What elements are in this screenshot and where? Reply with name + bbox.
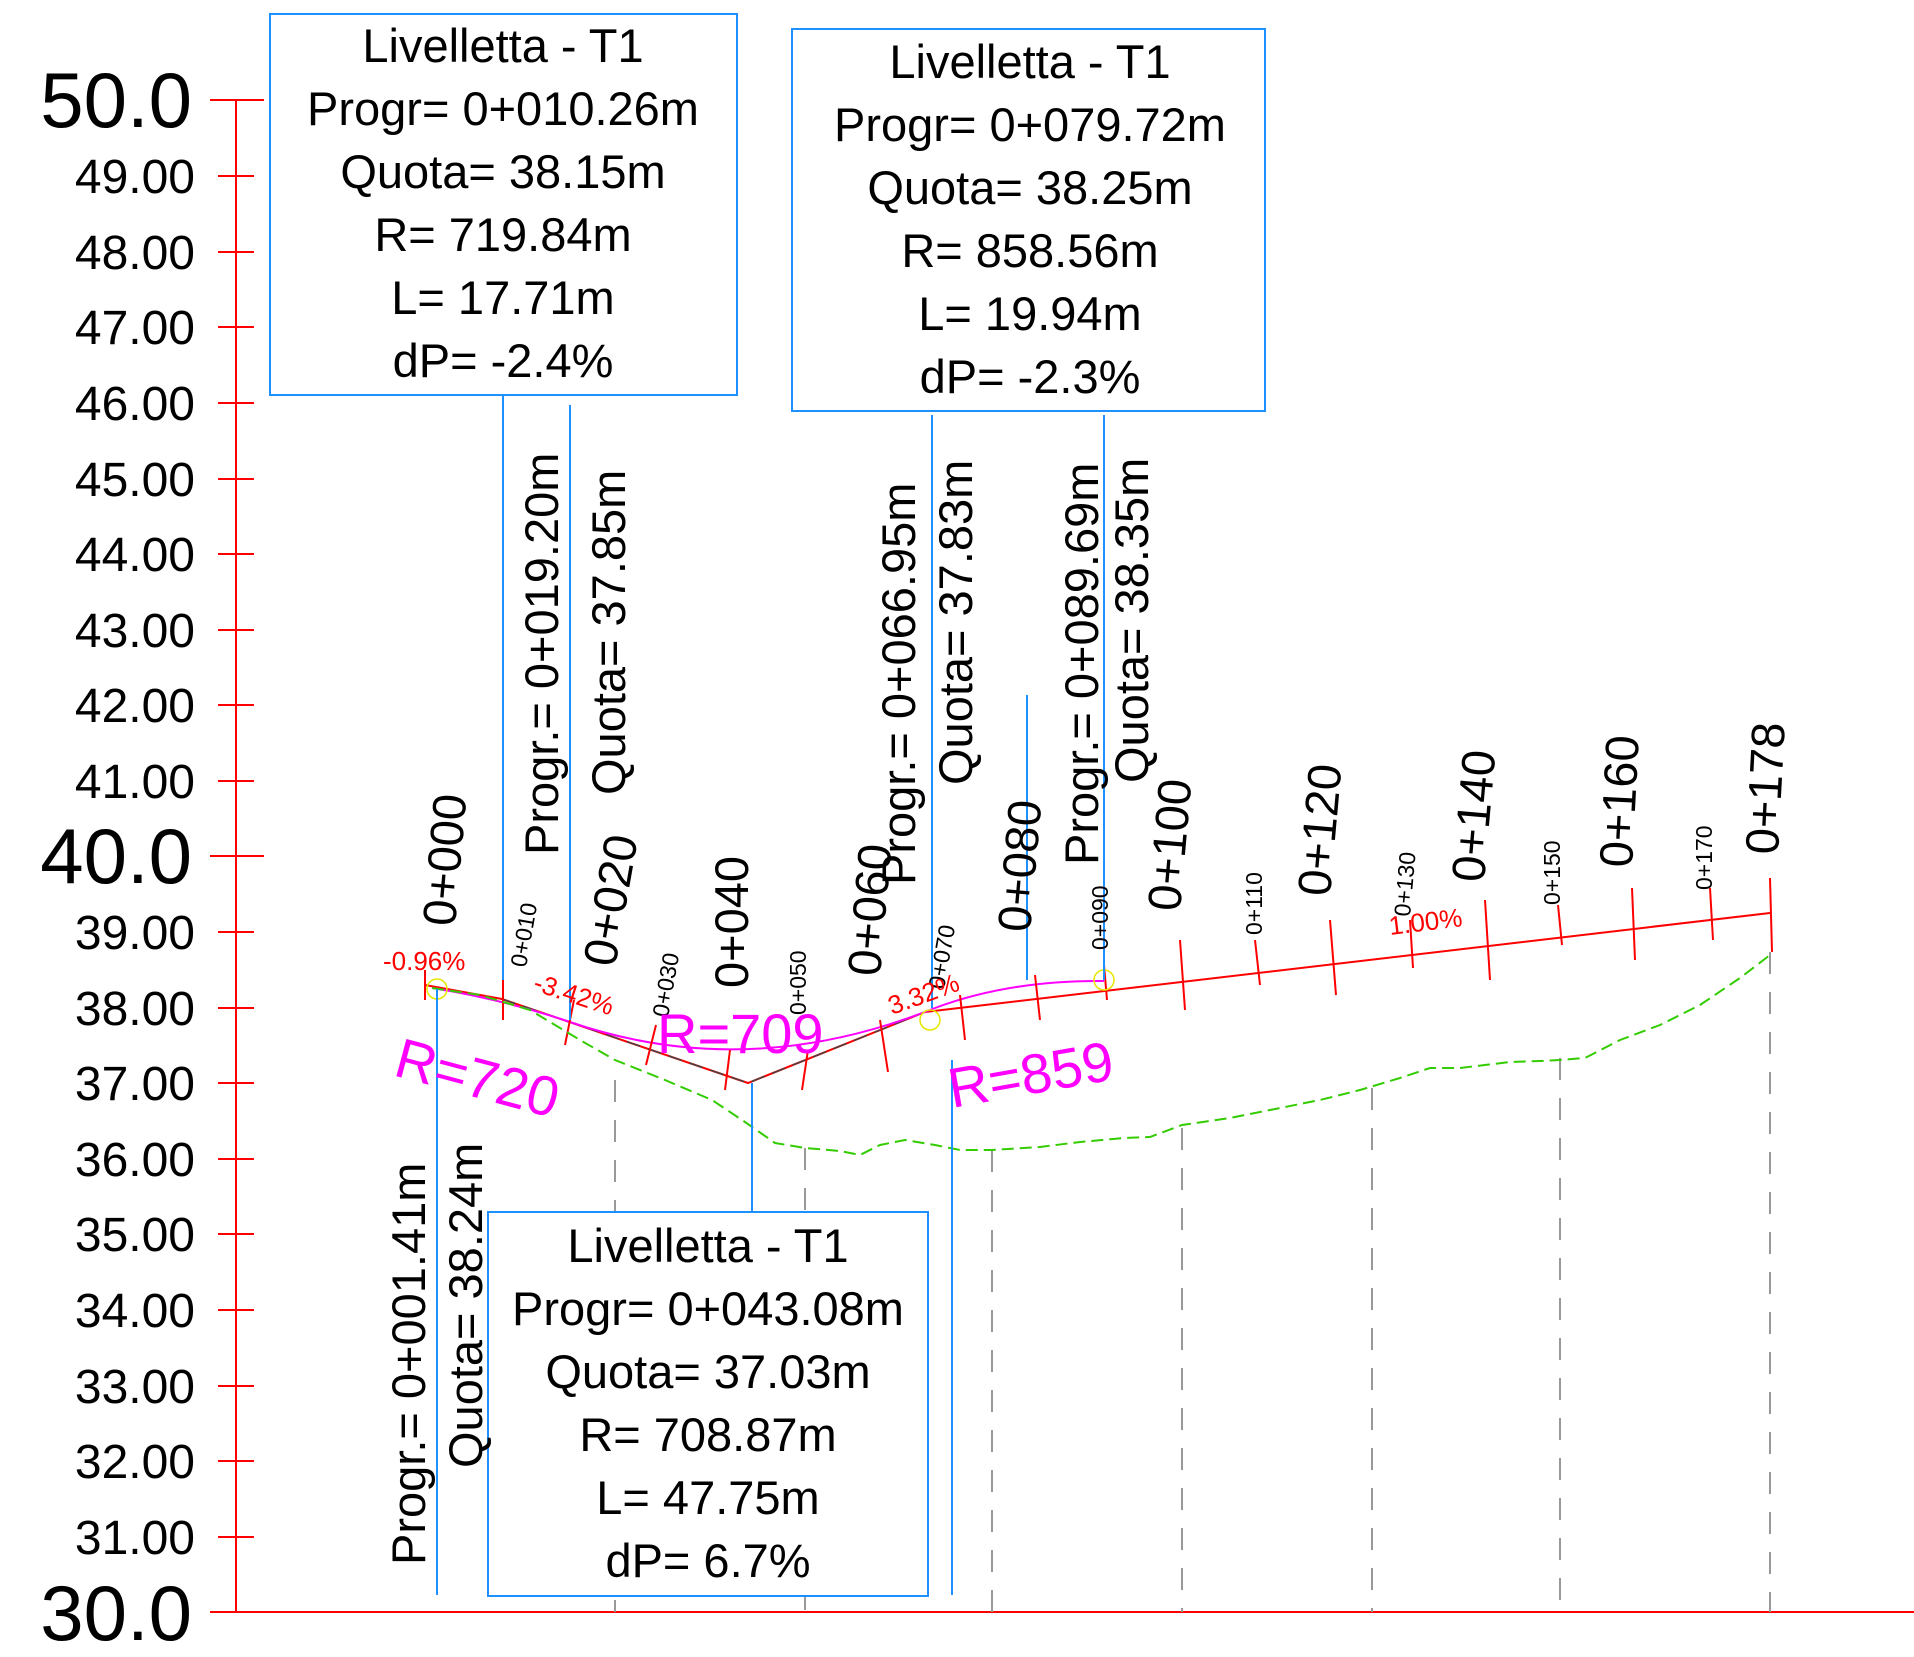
elevation-label: 50.0 <box>40 56 192 144</box>
elevation-label: 31.00 <box>75 1512 195 1565</box>
chainage-label: 0+040 <box>705 856 758 988</box>
chainage-label: 0+010 <box>505 901 542 969</box>
tangent-progr-label: Progr.= 0+066.95m <box>872 483 925 885</box>
chainage-label: 0+020 <box>573 831 648 970</box>
vertical-curve-box: Livelletta - T1 Progr= 0+079.72m Quota= … <box>791 28 1266 412</box>
station-tick <box>1409 919 1414 969</box>
radius-label: R=709 <box>657 1002 824 1065</box>
elevation-label: 30.0 <box>40 1569 192 1652</box>
curve-length: L= 17.71m <box>391 271 614 324</box>
chainage-label: 0+130 <box>1389 851 1421 918</box>
elevation-label: 38.00 <box>75 983 195 1036</box>
elevation-label: 35.00 <box>75 1209 195 1262</box>
curve-length: L= 47.75m <box>596 1471 819 1524</box>
tangent-progr-label: Progr.= 0+089.69m <box>1055 463 1108 865</box>
elevation-label: 44.00 <box>75 529 195 582</box>
curve-title: Livelletta - T1 <box>362 19 643 72</box>
elevation-label: 37.00 <box>75 1058 195 1111</box>
chainage-label: 0+178 <box>1735 721 1795 856</box>
curve-radius: R= 719.84m <box>374 208 631 261</box>
grade-label: -0.96% <box>383 946 465 976</box>
curve-title: Livelletta - T1 <box>567 1219 848 1272</box>
station-tick <box>645 1024 657 1066</box>
curve-dp: dP= -2.3% <box>920 350 1141 403</box>
station-tick <box>959 994 966 1041</box>
station-tick <box>1769 877 1773 953</box>
curve-quota: Quota= 37.03m <box>545 1345 870 1398</box>
station-tick <box>724 1049 731 1091</box>
elevation-label: 48.00 <box>75 227 195 280</box>
station-tick <box>1179 939 1186 1011</box>
station-tick <box>1709 887 1714 941</box>
curve-dp: dP= -2.4% <box>393 334 614 387</box>
elevation-label: 39.00 <box>75 907 195 960</box>
chainage-label: 0+090 <box>1087 885 1113 950</box>
tangent-quota-label: Quota= 37.83m <box>929 460 982 785</box>
curve-title: Livelletta - T1 <box>889 35 1170 88</box>
station-tick <box>879 1019 889 1073</box>
elevation-label: 33.00 <box>75 1361 195 1414</box>
station-tick <box>1329 919 1337 996</box>
station-tick <box>1254 939 1261 986</box>
elevation-label: 32.00 <box>75 1436 195 1489</box>
radius-label: R=859 <box>943 1029 1118 1120</box>
chainage-label: 0+160 <box>1589 734 1649 869</box>
curve-progr: Progr= 0+079.72m <box>834 98 1226 151</box>
elevation-ticks: 50.0 49.00 48.00 47.00 46.00 45.00 44.00… <box>40 56 264 1657</box>
elevation-label: 40.0 <box>40 812 192 900</box>
station-tick <box>564 999 575 1046</box>
curve-box-frame <box>487 1211 929 1597</box>
curve-box-frame <box>791 28 1266 412</box>
curve-dp: dP= 6.7% <box>605 1534 810 1587</box>
vertical-curve-box: Livelletta - T1 Progr= 0+010.26m Quota= … <box>269 13 738 396</box>
station-tick <box>1557 904 1563 946</box>
vertical-curve-box: Livelletta - T1 Progr= 0+043.08m Quota= … <box>487 1211 929 1597</box>
leader-lines <box>436 395 1105 1595</box>
chainage-label: 0+100 <box>1137 777 1201 913</box>
chainage-label: 0+120 <box>1287 762 1351 898</box>
elevation-label: 36.00 <box>75 1134 195 1187</box>
station-tick <box>1631 887 1636 961</box>
elevation-label: 47.00 <box>75 302 195 355</box>
chainage-label: 0+050 <box>785 950 811 1015</box>
tangent-quota-label: Quota= 37.85m <box>582 470 635 795</box>
curve-quota: Quota= 38.25m <box>867 161 1192 214</box>
curve-progr: Progr= 0+010.26m <box>307 82 699 135</box>
curve-progr: Progr= 0+043.08m <box>512 1282 904 1335</box>
elevation-label: 46.00 <box>75 378 195 431</box>
chainage-label: 0+110 <box>1241 872 1267 935</box>
station-ticks <box>424 877 1773 1091</box>
curve-length: L= 19.94m <box>918 287 1141 340</box>
chainage-label: 0+140 <box>1441 748 1505 884</box>
tangent-quota-label: Quota= 38.35m <box>1105 458 1158 783</box>
curve-box-frame <box>269 13 738 396</box>
elevation-label: 43.00 <box>75 605 195 658</box>
tangent-quota-label: Quota= 38.24m <box>439 1143 492 1468</box>
radius-label: R=720 <box>389 1026 566 1130</box>
chainage-label: 0+170 <box>1691 825 1717 890</box>
tangent-point-marker <box>919 1009 941 1031</box>
elevation-label: 49.00 <box>75 151 195 204</box>
elevation-label: 34.00 <box>75 1285 195 1338</box>
tangent-extension <box>501 998 926 1084</box>
elevation-label: 42.00 <box>75 680 195 733</box>
curve-radius: R= 858.56m <box>901 224 1158 277</box>
curve-radius: R= 708.87m <box>579 1408 836 1461</box>
chainage-label: 0+000 <box>412 792 476 928</box>
station-tick <box>1034 974 1041 1021</box>
tangent-progr-label: Progr.= 0+019.20m <box>515 453 568 855</box>
curve-quota: Quota= 38.15m <box>340 145 665 198</box>
tangent-progr-label: Progr.= 0+001.41m <box>382 1163 435 1565</box>
elevation-label: 45.00 <box>75 454 195 507</box>
elevation-label: 41.00 <box>75 756 195 809</box>
chainage-label: 0+080 <box>987 798 1051 934</box>
station-tick <box>801 1049 809 1091</box>
chainage-label: 0+060 <box>837 842 901 978</box>
chainage-label: 0+150 <box>1539 840 1565 905</box>
ground-line <box>431 954 1771 1157</box>
station-tick <box>1484 899 1491 981</box>
